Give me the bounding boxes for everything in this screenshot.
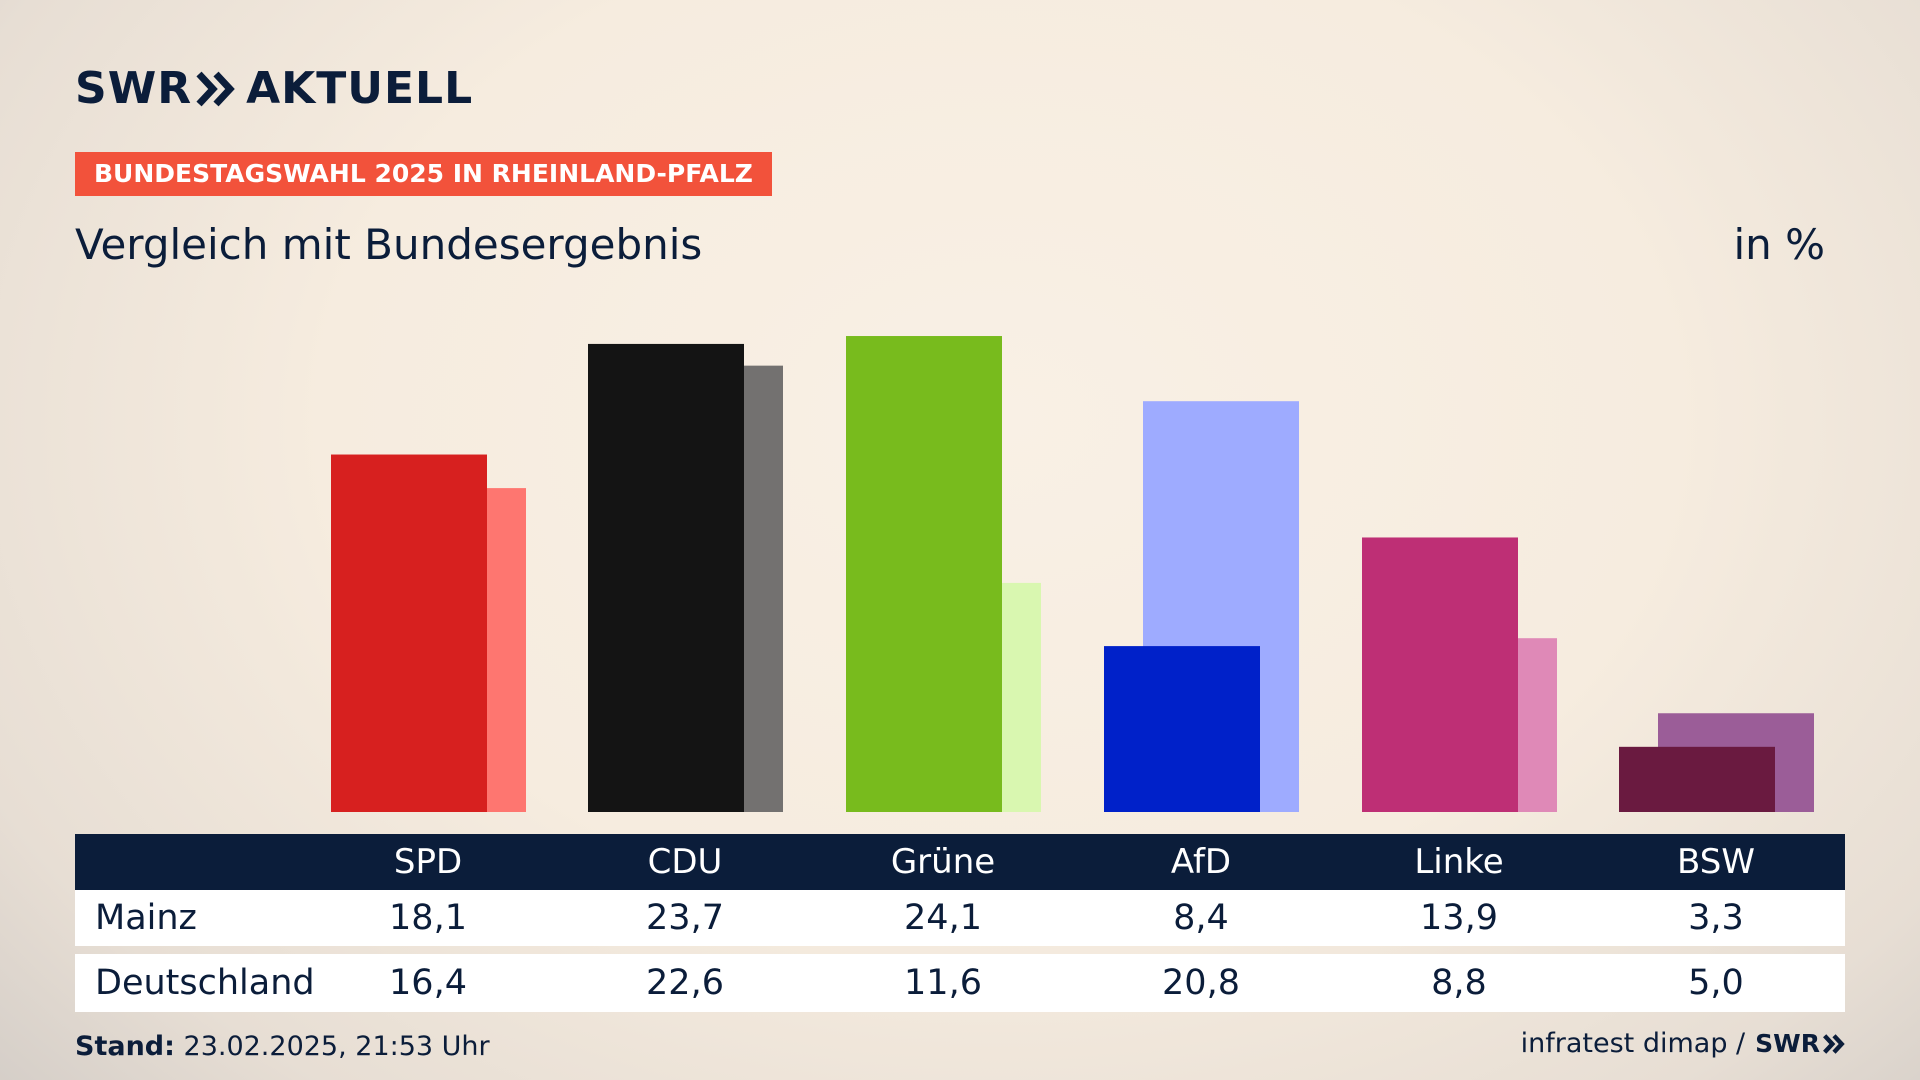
- header-afd: AfD: [1170, 842, 1232, 882]
- logo-swr-text: SWR: [75, 63, 193, 114]
- cell-mainz-linke: 13,9: [1420, 898, 1498, 938]
- stand-label: Stand:: [75, 1031, 175, 1062]
- source-swr-logo: SWR: [1755, 1029, 1820, 1058]
- header-spd: SPD: [393, 842, 463, 882]
- header-cdu: CDU: [647, 842, 723, 882]
- row-label-mainz: Mainz: [95, 898, 197, 938]
- cell-deutschland-cdu: 22,6: [646, 963, 724, 1003]
- cell-deutschland-gruene: 11,6: [904, 963, 982, 1003]
- logo-aktuell-text: AKTUELL: [246, 63, 474, 114]
- cell-deutschland-afd: 20,8: [1162, 963, 1240, 1003]
- swr-aktuell-logo: SWR AKTUELL: [75, 64, 473, 114]
- header-linke: Linke: [1414, 842, 1504, 882]
- chart-subtitle: Vergleich mit Bundesergebnis: [75, 220, 703, 269]
- cell-mainz-cdu: 23,7: [646, 898, 724, 938]
- table-header: SPD CDU Grüne AfD Linke BSW: [75, 834, 1845, 890]
- double-chevron-icon: [196, 71, 235, 107]
- bar-mainz-afd: [1104, 646, 1260, 812]
- cell-deutschland-linke: 8,8: [1431, 963, 1487, 1003]
- source-credit: infratest dimap / SWR: [1521, 1028, 1845, 1059]
- cell-mainz-spd: 18,1: [389, 898, 467, 938]
- bar-mainz-linke: [1362, 537, 1518, 812]
- bar-mainz-bsw: [1619, 746, 1775, 812]
- stand-value: 23.02.2025, 21:53 Uhr: [183, 1031, 490, 1062]
- unit-label: in %: [1733, 220, 1825, 269]
- election-tag: BUNDESTAGSWAHL 2025 IN RHEINLAND-PFALZ: [75, 152, 772, 196]
- table-row-deutschland: Deutschland 16,4 22,6 11,6 20,8 8,8 5,0: [75, 954, 1845, 1012]
- bar-mainz-cdu: [588, 343, 744, 812]
- cell-mainz-bsw: 3,3: [1688, 898, 1744, 938]
- header-gruene: Grüne: [890, 842, 996, 882]
- cell-deutschland-spd: 16,4: [389, 963, 467, 1003]
- cell-deutschland-bsw: 5,0: [1688, 963, 1744, 1003]
- table-row-mainz: Mainz 18,1 23,7 24,1 8,4 13,9 3,3: [75, 890, 1845, 946]
- results-table: SPD CDU Grüne AfD Linke BSW Mainz 18,1 23,7 24,…: [75, 834, 1845, 1012]
- bar-mainz-spd: [331, 454, 487, 812]
- source-text: infratest dimap /: [1520, 1028, 1746, 1059]
- small-double-chevron-icon: [1823, 1033, 1845, 1054]
- row-label-deutschland: Deutschland: [95, 963, 315, 1003]
- cell-mainz-gruene: 24,1: [904, 898, 982, 938]
- timestamp: Stand: 23.02.2025, 21:53 Uhr: [75, 1031, 490, 1062]
- cell-mainz-afd: 8,4: [1173, 898, 1229, 938]
- bar-mainz-gruene: [846, 336, 1002, 812]
- header-bsw: BSW: [1677, 842, 1755, 882]
